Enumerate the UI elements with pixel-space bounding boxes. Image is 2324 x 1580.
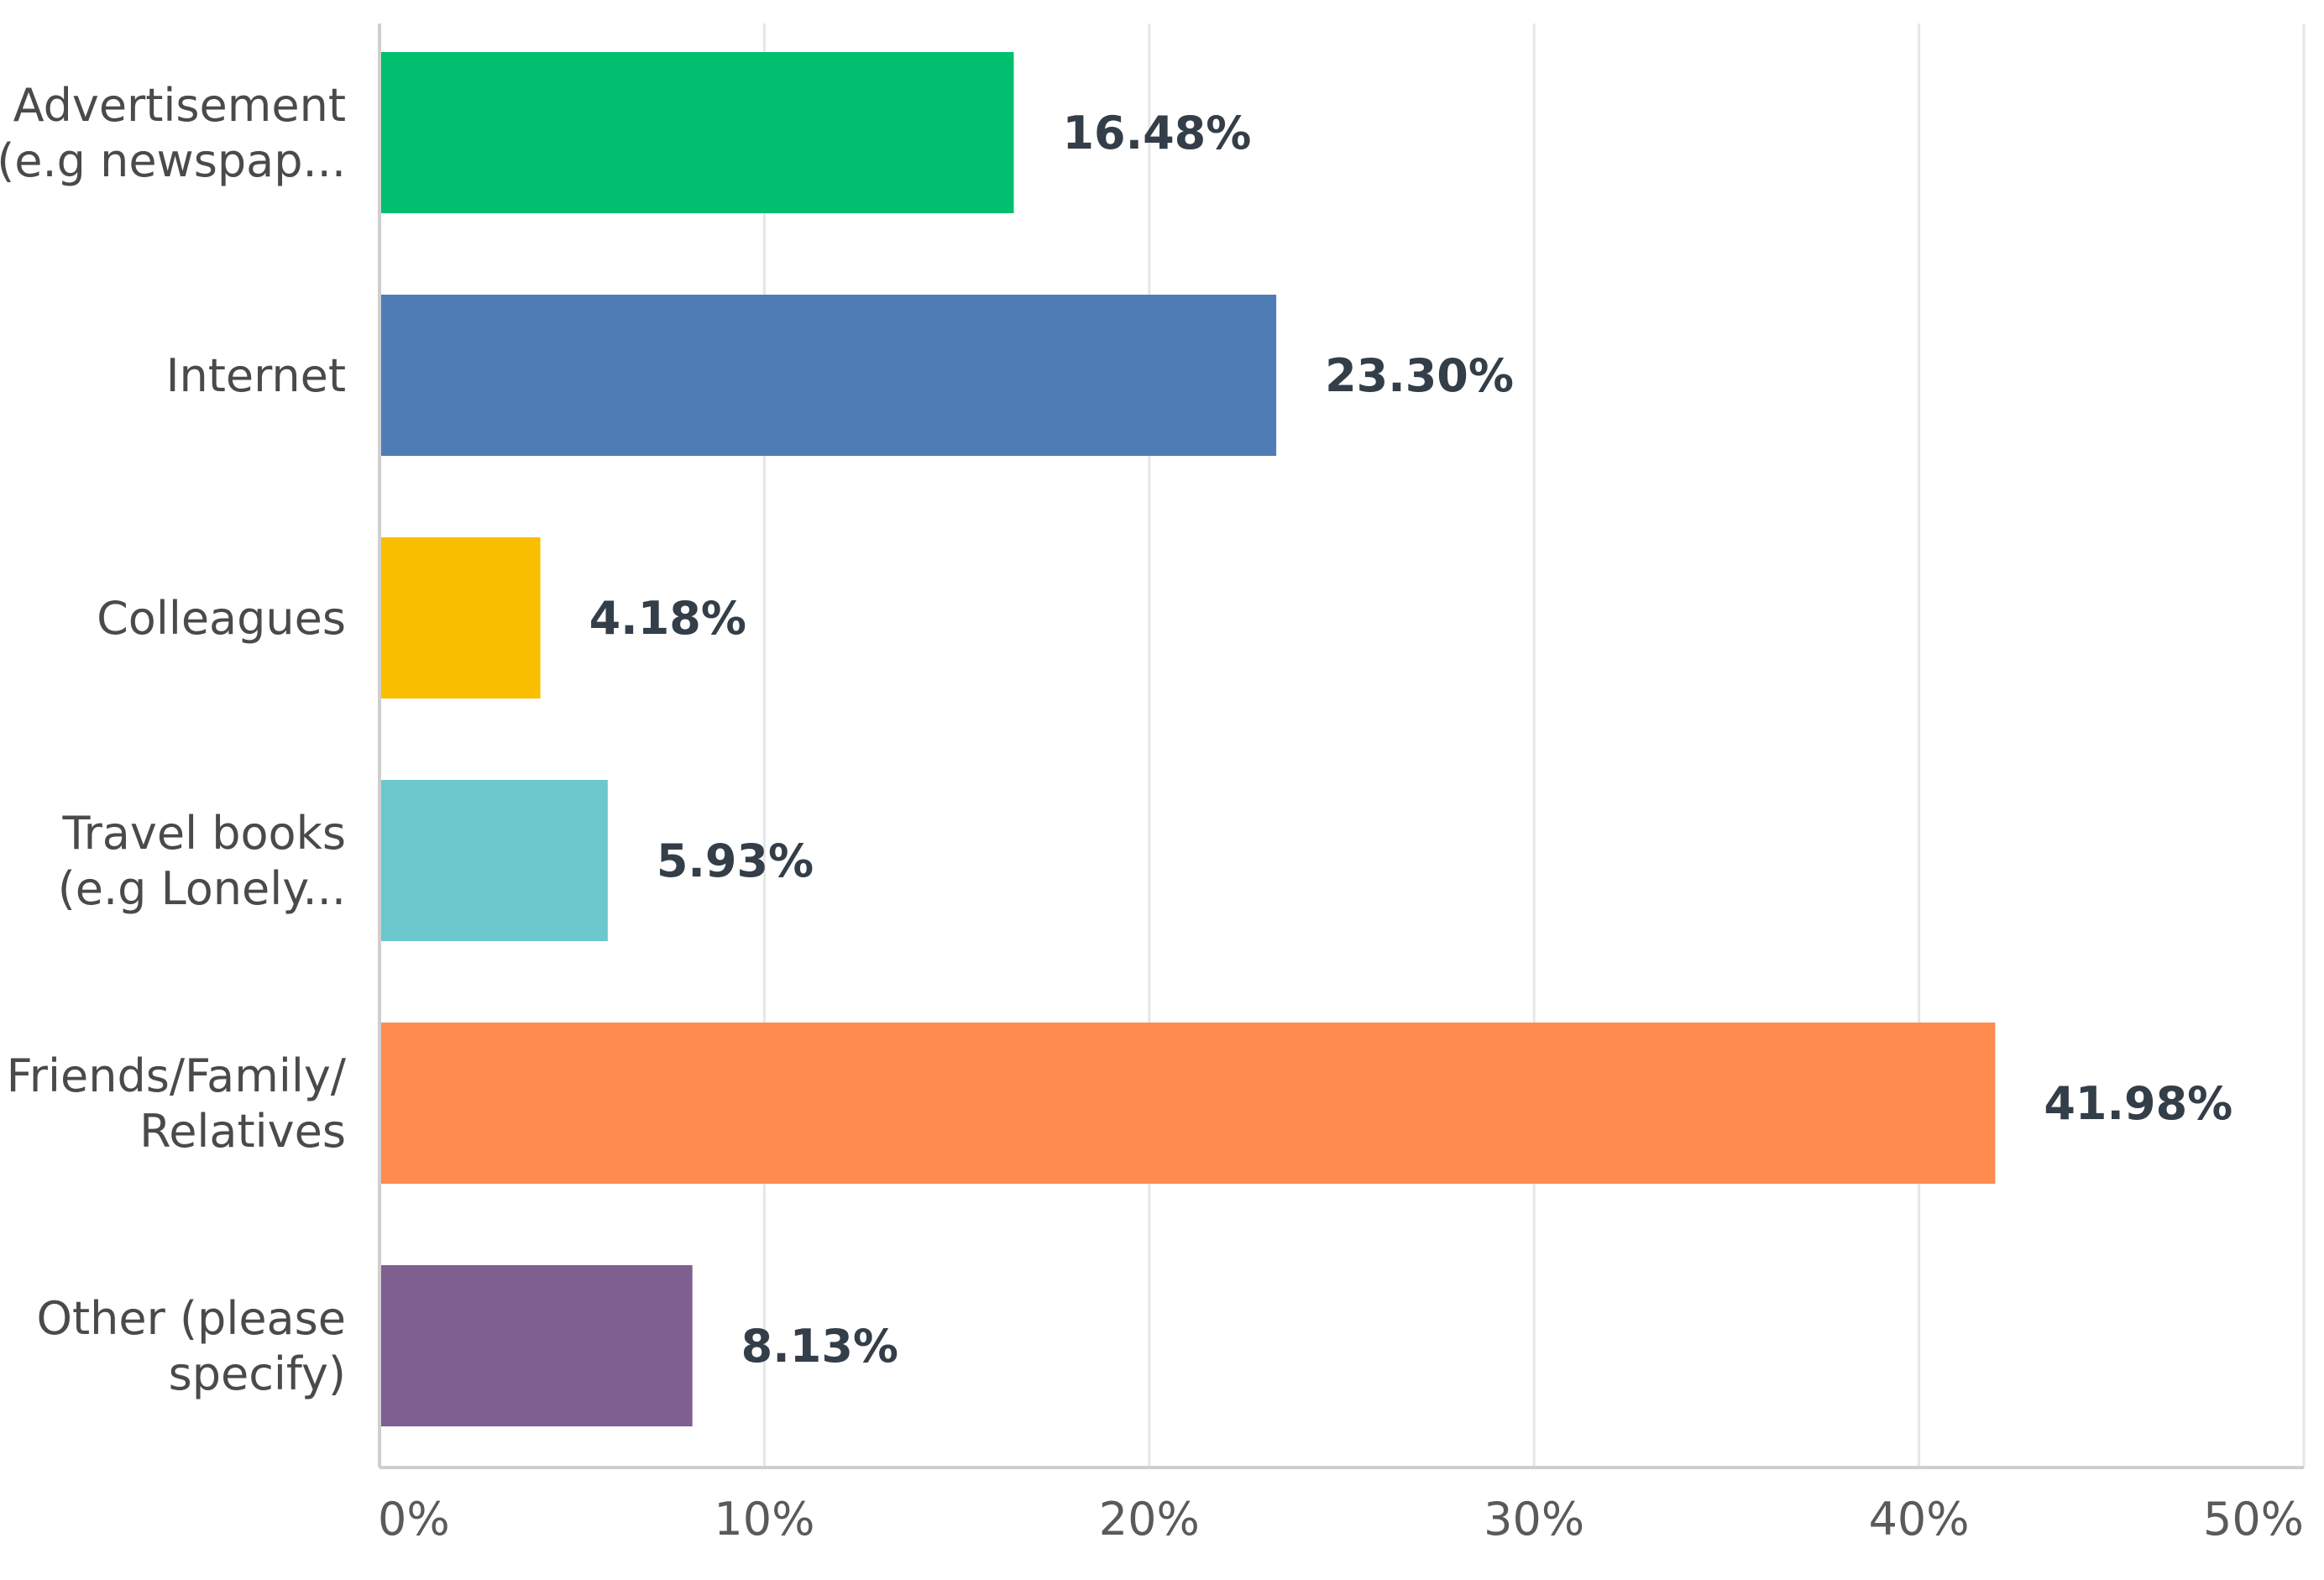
bar [381,52,1014,213]
bar [381,1023,1996,1184]
bar [381,1265,693,1426]
data-label: 4.18% [589,592,746,645]
category-label: Friends/Family/Relatives [7,1049,347,1158]
category-label: Travel books (e.g Lonely... [58,807,346,915]
data-label: 41.98% [2044,1077,2232,1130]
x-tick-label: 10% [714,1493,814,1546]
grid-lines [762,24,2306,1468]
data-label: 16.48% [1062,107,1251,160]
data-label: 23.30% [1325,349,1514,402]
x-tick-label: 0% [378,1493,450,1546]
category-label: Other (please specify) [36,1292,346,1400]
x-tick-label: 40% [1869,1493,1970,1546]
axes [378,24,2304,1469]
x-tick-label: 20% [1099,1493,1200,1546]
x-tick-label: 50% [2203,1493,2304,1546]
bar [381,780,608,941]
data-label: 5.93% [657,834,814,887]
bar [381,537,541,698]
bars [381,52,1996,1426]
data-label: 8.13% [741,1320,898,1373]
category-label: Internet [166,349,346,402]
category-label: Colleagues [97,592,346,645]
labels: 0% 10% 20% 30% 40% 50% 16.48% Advertisement (e.g… [0,79,2304,1546]
x-tick-label: 30% [1484,1493,1584,1546]
bar [381,295,1277,456]
category-label: Advertisement (e.g newspap... [0,79,346,187]
